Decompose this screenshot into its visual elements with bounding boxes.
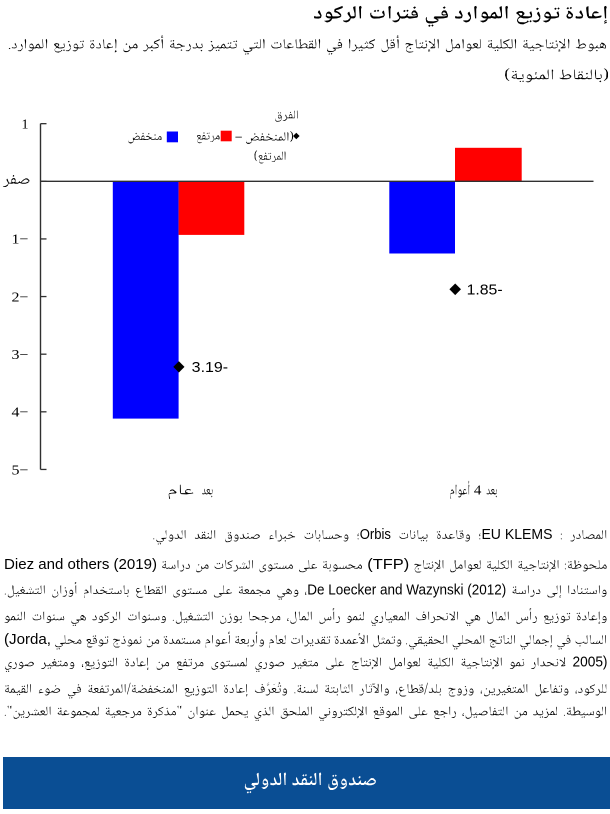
svg-text:3−: 3− xyxy=(12,348,29,363)
svg-text:1: 1 xyxy=(22,117,29,132)
svg-text:5−: 5− xyxy=(12,463,29,478)
svg-text:De Loecker and Wazynski (2012): De Loecker and Wazynski (2012) xyxy=(307,581,506,598)
svg-text:1−: 1− xyxy=(12,233,29,248)
svg-text:1.85-: 1.85- xyxy=(467,282,503,298)
svg-text:2−: 2− xyxy=(12,290,29,305)
svg-text:(TFP): (TFP) xyxy=(367,556,409,573)
svg-text:Orbis: Orbis xyxy=(360,526,391,543)
svg-text:Diez and others (2019): Diez and others (2019) xyxy=(4,556,157,573)
svg-text:2005): 2005) xyxy=(573,654,608,671)
svg-text:3.19-: 3.19- xyxy=(192,360,229,376)
svg-text:EU KLEMS: EU KLEMS xyxy=(481,526,552,543)
svg-text:4: 4 xyxy=(474,484,482,499)
svg-text:4−: 4− xyxy=(12,406,29,421)
svg-text:(Jorda,: (Jorda, xyxy=(4,631,51,648)
